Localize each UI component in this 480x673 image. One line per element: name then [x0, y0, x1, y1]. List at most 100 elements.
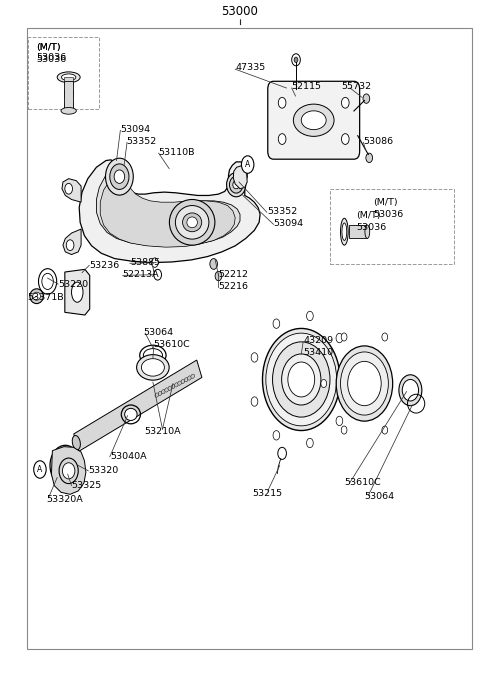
Ellipse shape [57, 72, 80, 83]
Text: 53036: 53036 [36, 53, 67, 63]
Text: 53610C: 53610C [344, 479, 381, 487]
Text: 53320: 53320 [88, 466, 119, 475]
Ellipse shape [273, 342, 330, 417]
Ellipse shape [227, 173, 246, 197]
Ellipse shape [175, 383, 178, 387]
Ellipse shape [402, 380, 419, 401]
Circle shape [278, 134, 286, 145]
Text: 55732: 55732 [341, 82, 372, 91]
Ellipse shape [144, 349, 162, 362]
Ellipse shape [125, 409, 137, 421]
Ellipse shape [342, 223, 347, 240]
Circle shape [341, 333, 347, 341]
Polygon shape [63, 229, 81, 254]
Ellipse shape [165, 388, 168, 392]
Ellipse shape [184, 378, 188, 382]
Text: (M/T): (M/T) [356, 211, 381, 220]
Ellipse shape [137, 355, 169, 380]
Text: 53352: 53352 [267, 207, 297, 216]
Text: 53352: 53352 [127, 137, 157, 146]
Polygon shape [96, 170, 240, 246]
Ellipse shape [263, 328, 340, 431]
Text: 53040A: 53040A [110, 452, 146, 460]
Text: 53036: 53036 [36, 55, 67, 65]
Circle shape [382, 426, 388, 434]
Text: 53410: 53410 [303, 348, 333, 357]
Polygon shape [65, 269, 90, 315]
Circle shape [341, 426, 347, 434]
Text: 53210A: 53210A [144, 427, 181, 436]
Text: 47335: 47335 [235, 63, 265, 73]
Circle shape [66, 240, 74, 250]
Bar [64, 104, 73, 110]
Circle shape [336, 333, 343, 343]
Text: 52216: 52216 [218, 282, 249, 291]
Ellipse shape [181, 380, 185, 384]
Circle shape [341, 134, 349, 145]
Ellipse shape [188, 376, 192, 380]
Ellipse shape [301, 111, 326, 130]
Circle shape [34, 461, 46, 479]
Text: 53220: 53220 [58, 279, 88, 289]
Circle shape [382, 333, 388, 341]
Ellipse shape [293, 104, 334, 137]
Polygon shape [100, 175, 235, 247]
Text: 53110B: 53110B [158, 148, 195, 157]
Text: 53325: 53325 [72, 481, 102, 490]
Circle shape [292, 54, 300, 66]
Text: 53320A: 53320A [46, 495, 83, 503]
Ellipse shape [175, 205, 209, 239]
Text: 52115: 52115 [292, 82, 322, 91]
Text: 53000: 53000 [222, 5, 258, 18]
Circle shape [241, 156, 254, 174]
Circle shape [341, 98, 349, 108]
Circle shape [363, 94, 370, 104]
Ellipse shape [142, 359, 164, 376]
Ellipse shape [182, 213, 202, 232]
Bar [64, 81, 73, 111]
Ellipse shape [114, 170, 125, 183]
Circle shape [154, 269, 161, 280]
FancyBboxPatch shape [28, 37, 99, 110]
Ellipse shape [72, 435, 80, 450]
Ellipse shape [168, 386, 172, 390]
Circle shape [273, 431, 280, 440]
Ellipse shape [340, 352, 388, 415]
Text: 53064: 53064 [364, 492, 395, 501]
Polygon shape [74, 360, 202, 452]
Ellipse shape [178, 381, 181, 385]
Circle shape [251, 353, 258, 362]
Text: 53094: 53094 [120, 125, 150, 134]
Ellipse shape [171, 384, 175, 389]
Text: (M/T): (M/T) [36, 43, 61, 52]
Polygon shape [51, 447, 86, 495]
Ellipse shape [161, 390, 165, 394]
Ellipse shape [30, 289, 43, 304]
Ellipse shape [61, 108, 76, 114]
Text: 52213A: 52213A [123, 271, 159, 279]
Ellipse shape [191, 374, 194, 378]
Ellipse shape [50, 446, 81, 486]
Bar [349, 225, 367, 238]
Ellipse shape [33, 292, 40, 300]
Ellipse shape [106, 158, 133, 195]
Ellipse shape [348, 361, 381, 406]
Text: 52212: 52212 [218, 271, 249, 279]
Ellipse shape [288, 362, 315, 397]
Circle shape [294, 57, 298, 63]
Ellipse shape [282, 354, 321, 405]
Ellipse shape [42, 273, 53, 289]
Circle shape [278, 448, 287, 460]
FancyBboxPatch shape [27, 28, 472, 649]
Circle shape [307, 438, 313, 448]
Circle shape [336, 416, 343, 425]
Circle shape [152, 258, 158, 267]
Ellipse shape [229, 176, 243, 193]
Ellipse shape [155, 393, 159, 397]
Text: A: A [245, 160, 250, 169]
Ellipse shape [336, 346, 393, 421]
Circle shape [366, 153, 372, 163]
Ellipse shape [233, 180, 240, 188]
Text: 53094: 53094 [274, 219, 304, 228]
Circle shape [65, 183, 72, 194]
